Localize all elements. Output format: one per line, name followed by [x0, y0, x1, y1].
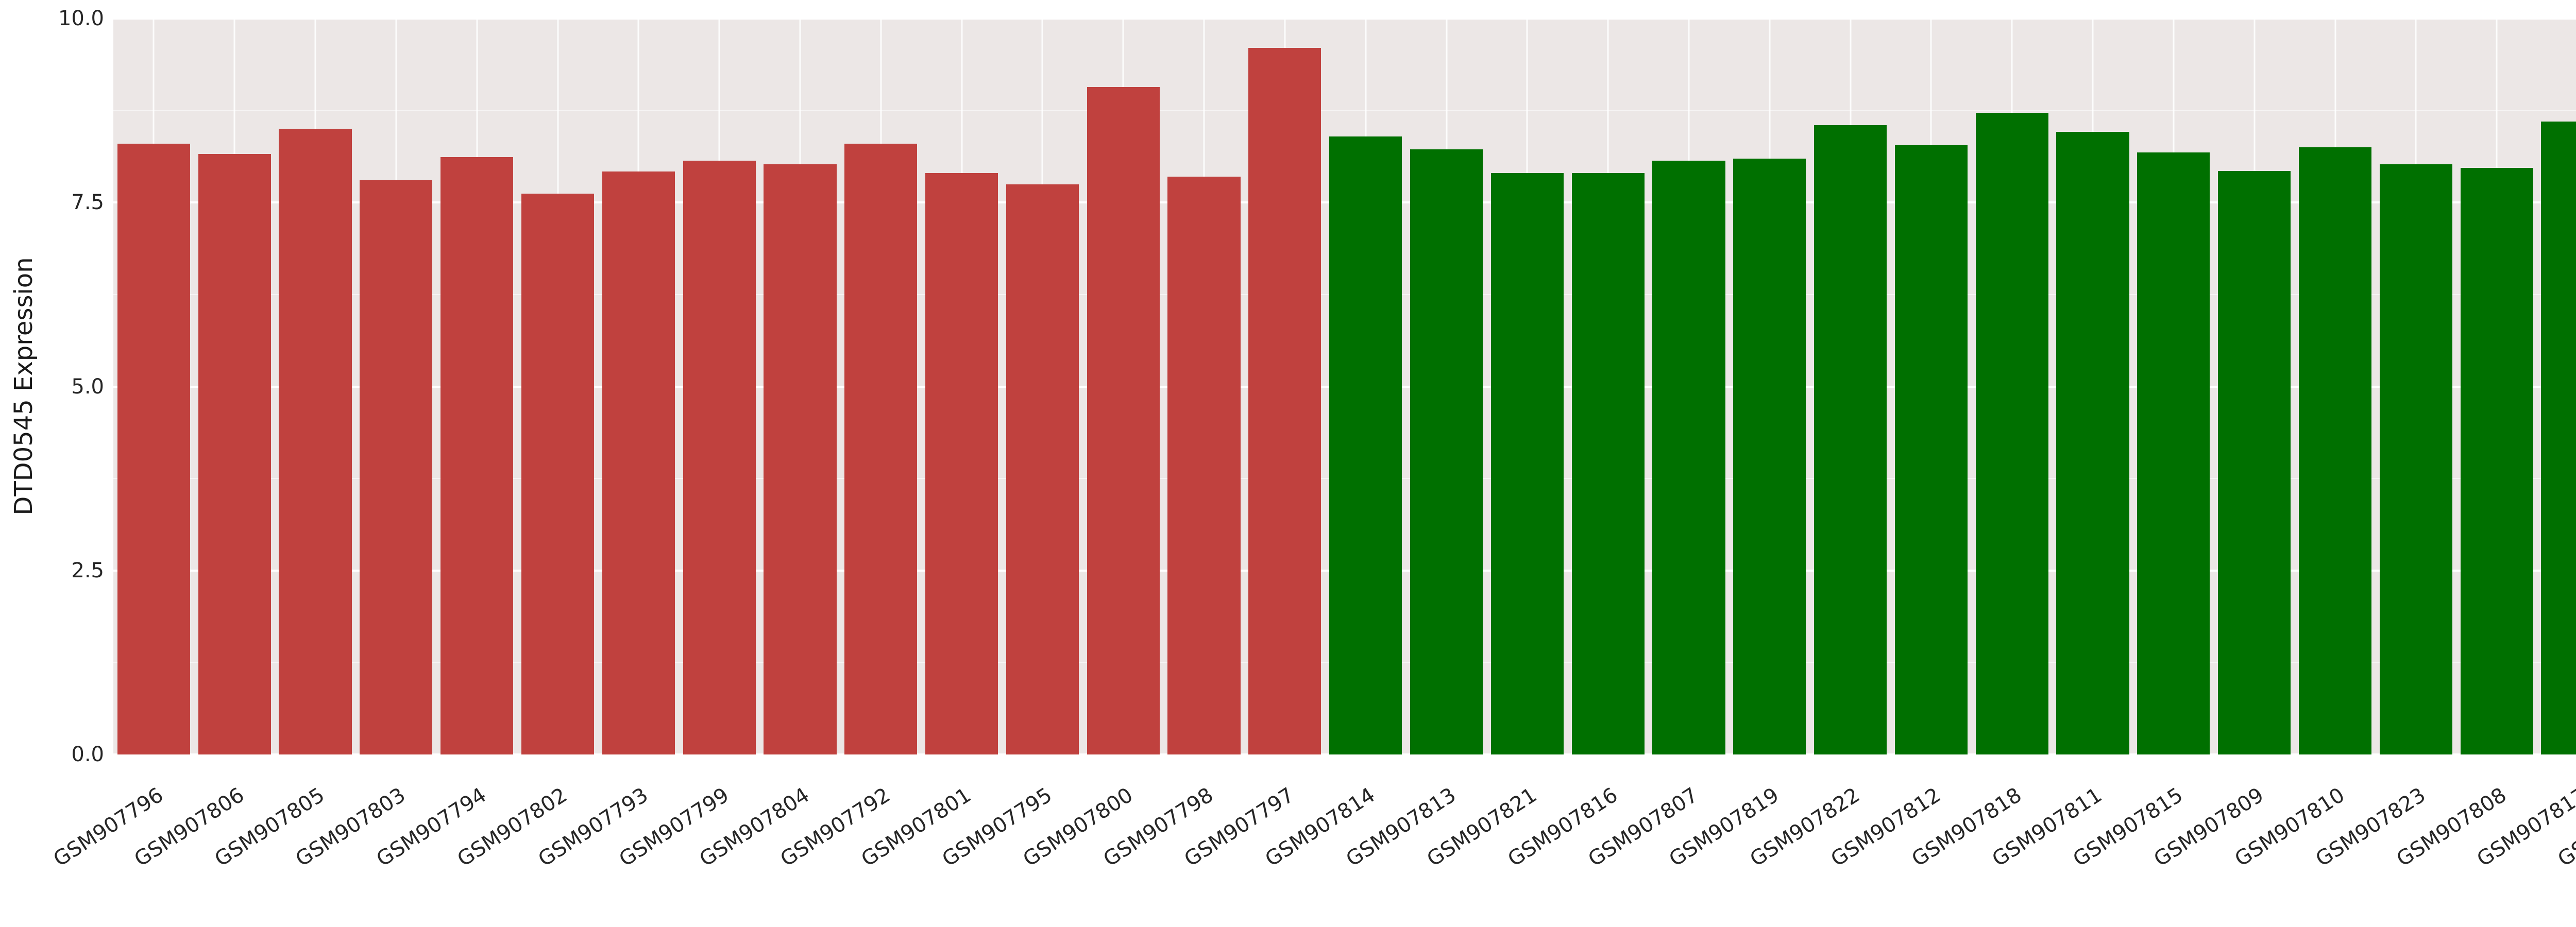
y-tick-label: 7.5: [71, 191, 104, 215]
bar: [2460, 168, 2533, 754]
bar: [1410, 149, 1483, 754]
bar: [1814, 125, 1887, 754]
bar: [1652, 160, 1725, 754]
bar: [683, 160, 756, 754]
bar: [440, 157, 514, 754]
bar: [1894, 145, 1968, 754]
bar: [1975, 112, 2048, 754]
bar: [198, 153, 271, 754]
bar: [1571, 173, 1645, 754]
bar: [2379, 164, 2452, 754]
bar: [1733, 158, 1806, 754]
bar: [1087, 87, 1160, 754]
bar: [2056, 132, 2129, 754]
y-axis-label: DTD0545 Expression: [9, 257, 38, 516]
bar: [117, 143, 190, 754]
bar: [1248, 48, 1321, 754]
bar: [279, 129, 352, 754]
bar: [2298, 147, 2372, 754]
bar: [521, 194, 595, 754]
bar: [2218, 170, 2291, 754]
bar: [2541, 122, 2576, 754]
bar: [1490, 173, 1564, 754]
bar: [602, 171, 675, 754]
bar: [844, 143, 918, 754]
bar: [1006, 184, 1079, 754]
major-gridline: [113, 19, 2576, 20]
y-tick-label: 0.0: [71, 743, 104, 766]
bar: [764, 164, 837, 754]
y-tick-label: 5.0: [71, 374, 104, 399]
bar: [1329, 136, 1402, 754]
y-tick-label: 2.5: [71, 558, 104, 582]
bar: [360, 180, 433, 754]
bar: [1167, 177, 1241, 754]
bar: [2137, 152, 2210, 754]
plot-area: [113, 19, 2576, 754]
y-tick-label: 10.0: [58, 7, 104, 30]
minor-gridline: [113, 110, 2576, 111]
bar: [925, 173, 998, 754]
